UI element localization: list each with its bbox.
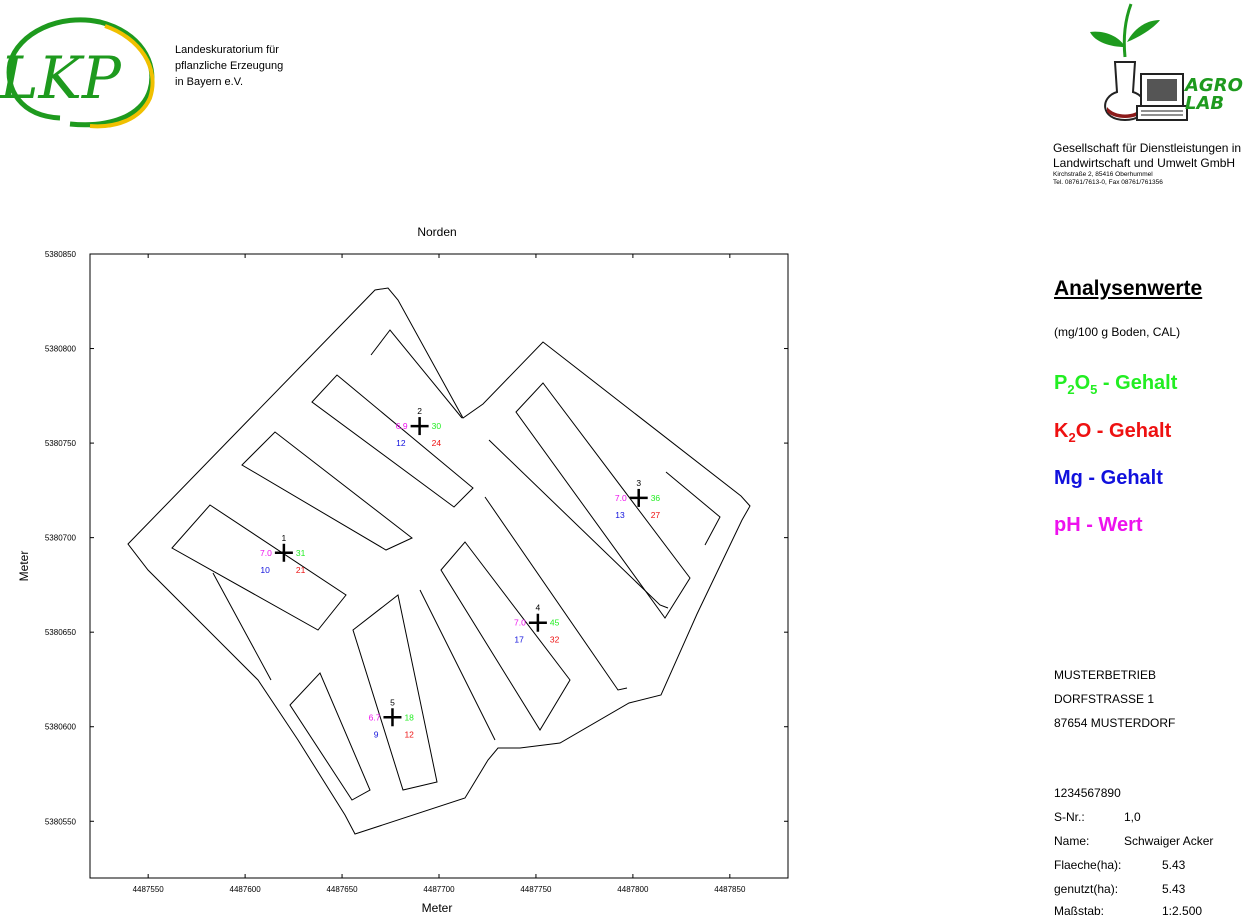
y-tick-label: 5380800 xyxy=(45,345,77,354)
snr-row: S-Nr.: 1,0 xyxy=(1054,810,1141,824)
sample-p2o5: 31 xyxy=(296,548,306,558)
sample-p2o5: 30 xyxy=(432,421,442,431)
y-tick-label: 5380850 xyxy=(45,250,77,259)
sample-ph: 6.9 xyxy=(396,421,408,431)
sample-ph: 6.7 xyxy=(369,712,381,722)
farm-name: MUSTERBETRIEB xyxy=(1054,668,1157,682)
sample-k2o: 21 xyxy=(296,565,306,575)
plot-9 xyxy=(419,589,496,741)
sample-point-1: 1 7.0 31 10 21 xyxy=(260,533,306,575)
lkp-line-2: pflanzliche Erzeugung xyxy=(175,60,284,72)
legend-unit: (mg/100 g Boden, CAL) xyxy=(1054,325,1181,339)
lkp-logo-text: LKP xyxy=(0,44,122,112)
y-tick-label: 5380550 xyxy=(45,817,77,826)
x-tick-label: 4487700 xyxy=(423,885,455,894)
agrolab-address: Kirchstraße 2, 85416 Oberhummel xyxy=(1053,171,1153,178)
y-tick-label: 5380600 xyxy=(45,723,77,732)
x-tick-label: 4487850 xyxy=(714,885,746,894)
plot-8 xyxy=(440,541,571,731)
plot-2 xyxy=(241,431,413,551)
plot-4 xyxy=(370,329,463,419)
sample-number: 4 xyxy=(536,603,541,613)
farm-city: 87654 MUSTERDORF xyxy=(1054,716,1176,730)
lkp-logo: LKP xyxy=(0,17,155,129)
map-frame xyxy=(89,253,789,879)
legend-p2o5: P2O5 - Gehalt xyxy=(1054,372,1178,397)
sample-mg: 10 xyxy=(260,565,270,575)
sample-p2o5: 36 xyxy=(651,493,661,503)
plot-13 xyxy=(212,572,272,681)
y-axis-label: Meter xyxy=(17,551,31,582)
sample-ph: 7.0 xyxy=(615,493,627,503)
y-tick-label: 5380650 xyxy=(45,628,77,637)
agrolab-company-info: Gesellschaft für Dienstleistungen in Lan… xyxy=(1053,141,1241,187)
y-tick-label: 5380750 xyxy=(45,439,77,448)
farm-street: DORFSTRASSE 1 xyxy=(1054,692,1155,706)
sample-p2o5: 18 xyxy=(404,712,414,722)
y-tick-label: 5380700 xyxy=(45,534,77,543)
sample-number: 5 xyxy=(390,697,395,707)
sample-k2o: 24 xyxy=(432,438,442,448)
agrolab-line-1: Gesellschaft für Dienstleistungen in xyxy=(1053,141,1242,155)
legend-mg: Mg - Gehalt xyxy=(1054,467,1163,489)
plot-7 xyxy=(484,496,628,691)
sample-mg: 17 xyxy=(514,635,524,645)
lkp-line-3: in Bayern e.V. xyxy=(175,76,244,88)
sample-k2o: 32 xyxy=(550,635,560,645)
legend-title: Analysenwerte xyxy=(1054,277,1203,300)
x-tick-label: 4487600 xyxy=(230,885,262,894)
x-tick-label: 4487650 xyxy=(326,885,358,894)
field-plots xyxy=(127,287,751,835)
plot-6 xyxy=(488,439,669,609)
field-map: Norden 4487550 4487600 4487650 4487700 44877… xyxy=(17,225,789,915)
field-outline xyxy=(127,287,751,835)
north-label: Norden xyxy=(417,225,456,239)
sample-mg: 13 xyxy=(615,510,625,520)
agrolab-line-2: Landwirtschaft und Umwelt GmbH xyxy=(1053,156,1236,170)
x-tick-label: 4487750 xyxy=(520,885,552,894)
sample-point-2: 2 6.9 30 12 24 xyxy=(396,406,442,448)
sample-mg: 9 xyxy=(374,729,379,739)
area-row: Flaeche(ha): 5.43 xyxy=(1054,858,1186,872)
x-axis-label: Meter xyxy=(422,901,453,915)
sample-k2o: 27 xyxy=(651,510,661,520)
sample-number: 1 xyxy=(282,533,287,543)
scale-row: Maßstab: 1:2.500 xyxy=(1054,904,1203,918)
sample-ph: 7.0 xyxy=(514,618,526,628)
field-id: 1234567890 xyxy=(1054,786,1121,800)
plot-11 xyxy=(289,672,371,801)
sample-number: 2 xyxy=(417,406,422,416)
sample-p2o5: 45 xyxy=(550,618,560,628)
sample-mg: 12 xyxy=(396,438,406,448)
used-row: genutzt(ha): 5.43 xyxy=(1054,882,1186,896)
lkp-line-1: Landeskuratorium für xyxy=(175,44,279,56)
agrolab-phone: Tel. 08761/7613-0, Fax 08761/761356 xyxy=(1053,179,1163,186)
name-row: Name: Schwaiger Acker xyxy=(1054,834,1214,848)
sample-point-3: 3 7.0 36 13 27 xyxy=(615,478,661,520)
sample-ph: 7.0 xyxy=(260,548,272,558)
y-ticks: 5380550 5380600 5380650 5380700 5380750 53808… xyxy=(45,250,788,826)
agrolab-logo-text-1: AGRO xyxy=(1183,75,1243,96)
plot-1 xyxy=(171,504,347,631)
sample-point-4: 4 7.0 45 17 32 xyxy=(514,603,560,645)
lkp-org-name: Landeskuratorium für pflanzliche Erzeugu… xyxy=(175,42,283,90)
plot-10 xyxy=(352,594,438,791)
x-ticks: 4487550 4487600 4487650 4487700 4487750 44878… xyxy=(133,254,746,894)
plot-3 xyxy=(311,374,474,508)
x-tick-label: 4487800 xyxy=(617,885,649,894)
sample-number: 3 xyxy=(636,478,641,488)
sample-point-5: 5 6.7 18 9 12 xyxy=(369,697,415,739)
agrolab-logo-text-2: LAB xyxy=(1185,93,1224,114)
legend-ph: pH - Wert xyxy=(1054,514,1143,536)
x-tick-label: 4487550 xyxy=(133,885,165,894)
sample-k2o: 12 xyxy=(404,729,414,739)
legend-k2o: K2O - Gehalt xyxy=(1054,420,1172,445)
plot-5 xyxy=(515,382,691,619)
agrolab-logo: AGRO LAB xyxy=(1090,3,1243,122)
plot-12 xyxy=(665,471,721,546)
